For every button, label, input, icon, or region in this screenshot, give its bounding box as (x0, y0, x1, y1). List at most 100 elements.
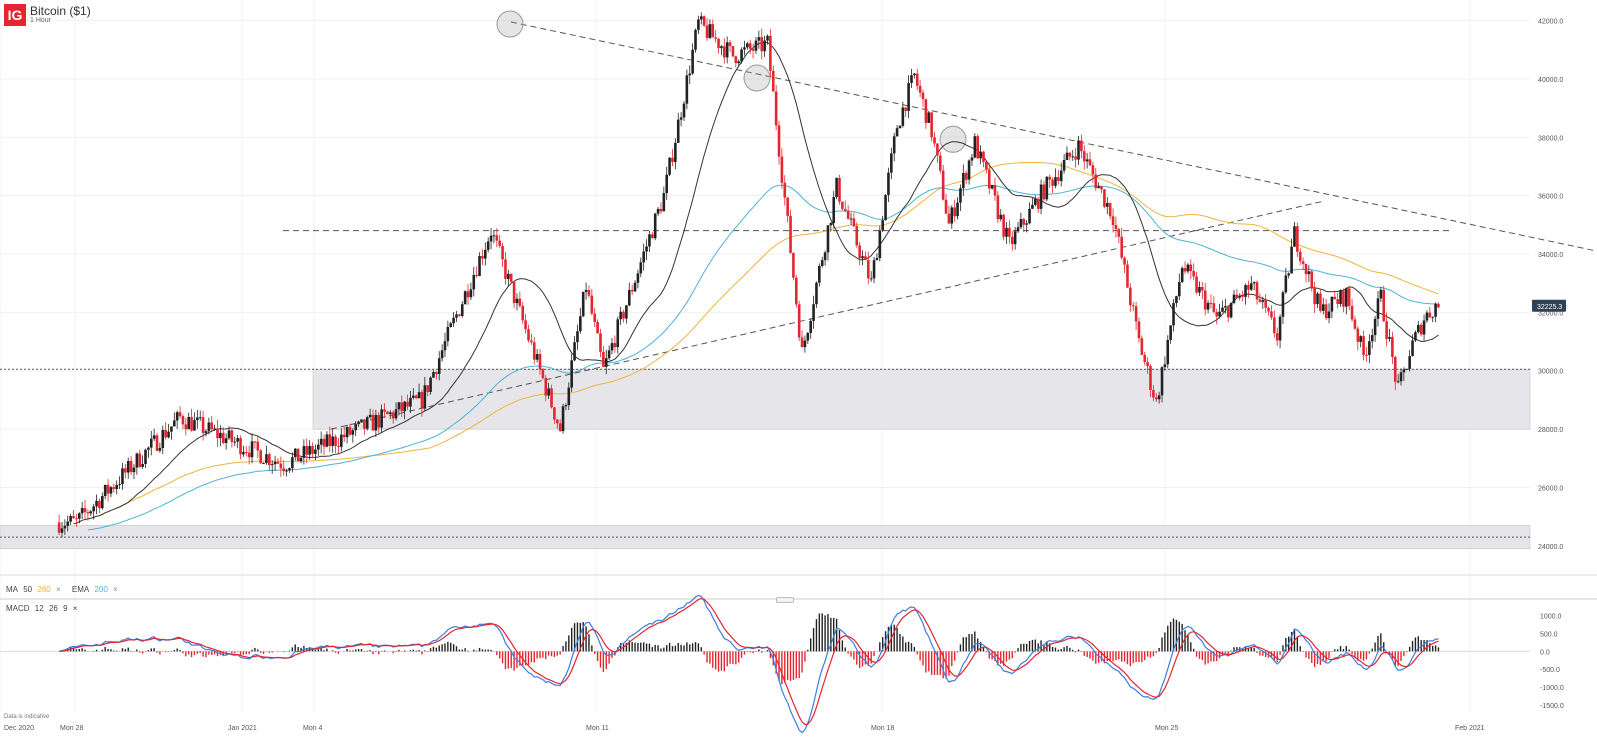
candle-body (659, 208, 663, 212)
ma-period: 50 (23, 585, 33, 594)
candle-body (1080, 140, 1083, 152)
candle-body (550, 388, 553, 408)
candle-body (849, 218, 853, 220)
candle-body (875, 258, 879, 261)
candle-body (285, 470, 288, 472)
candle-body (1316, 293, 1319, 305)
candle-body (679, 117, 683, 120)
candle-body (979, 151, 982, 159)
candle-body (990, 184, 994, 189)
candle-body (944, 199, 948, 214)
candle-body (558, 423, 562, 432)
candle-body (1281, 292, 1285, 317)
remove-macd-icon[interactable]: × (72, 604, 78, 613)
candle-body (288, 468, 291, 471)
candle-body (207, 422, 211, 432)
x-tick-label: Mon 18 (871, 725, 894, 732)
candle-body (941, 170, 945, 200)
indicator-legend: MA 50 260 × EMA 200 × (6, 585, 121, 594)
candle-body (579, 316, 582, 332)
candle-body (515, 298, 519, 304)
candle-body (1414, 332, 1417, 341)
candle-body (291, 457, 294, 469)
candle-body (1177, 282, 1181, 297)
candle-body (196, 417, 199, 421)
candle-body (250, 441, 254, 458)
remove-ma-icon[interactable]: × (55, 585, 61, 594)
candle-body (409, 397, 412, 407)
candle-body (651, 234, 654, 239)
candle-body (1304, 263, 1308, 275)
candle-body (561, 406, 565, 432)
candle-body (622, 311, 625, 319)
candle-body (1333, 296, 1337, 300)
candle-body (627, 289, 631, 306)
candle-body (653, 213, 657, 239)
ma-label: MA (6, 585, 18, 594)
candle-body (1365, 354, 1368, 356)
chart-interval[interactable]: 1 Hour (30, 17, 52, 24)
candle-body (1071, 156, 1075, 158)
candle-body (1175, 296, 1178, 304)
candle-body (63, 525, 67, 529)
candle-body (75, 518, 78, 520)
candle-body (432, 372, 435, 378)
candle-body (541, 369, 545, 379)
candle-body (1353, 319, 1357, 329)
candle-body (619, 311, 622, 320)
panel-resize-handle[interactable] (776, 597, 794, 603)
candle-body (714, 37, 717, 39)
candle-body (124, 468, 127, 473)
candle-body (1434, 303, 1437, 317)
candle-body (866, 259, 870, 279)
candle-body (1077, 140, 1080, 160)
candle-body (1379, 289, 1383, 299)
candle-body (190, 416, 193, 431)
candle-body (414, 395, 418, 399)
macd-line (58, 594, 1439, 734)
candle-body (305, 446, 309, 455)
candle-body (1016, 227, 1020, 232)
macd-panel: 1000.0 500.0 0.0 -500.0 -1000.0 -1500.0 (0, 594, 1564, 734)
candle-body (1183, 268, 1187, 272)
candle-body (103, 484, 107, 497)
candle-body (731, 45, 735, 57)
candle-body (573, 342, 576, 361)
candle-body (118, 484, 121, 486)
remove-ema-icon[interactable]: × (113, 585, 118, 594)
macd-label: MACD (6, 604, 30, 613)
candle-body (1229, 302, 1233, 318)
highlighted-high (939, 125, 967, 153)
candle-body (253, 441, 257, 443)
macd-y-tick-label: -500.0 (1540, 667, 1560, 674)
candle-body (1376, 298, 1380, 319)
candle-body (1100, 186, 1103, 190)
candle-body (247, 452, 251, 458)
candle-body (1002, 214, 1005, 237)
candle-body (455, 314, 458, 318)
highlighted-high (743, 64, 771, 92)
candle-body (495, 235, 499, 241)
candle-body (121, 468, 124, 485)
candle-body (1120, 236, 1123, 258)
candle-body (86, 512, 90, 514)
candle-body (746, 43, 749, 48)
x-tick-label: Mon 11 (586, 725, 609, 732)
y-tick-label: 34000.0 (1538, 252, 1563, 259)
candle-body (132, 467, 136, 473)
candle-body (771, 70, 775, 92)
candle-body (938, 155, 942, 171)
candle-body (1399, 372, 1403, 382)
candle-body (1313, 288, 1316, 305)
candle-body (532, 342, 536, 360)
candle-body (1103, 189, 1106, 207)
candle-body (1368, 341, 1371, 355)
candle-body (676, 119, 680, 143)
candle-body (1028, 208, 1031, 224)
candle-body (1247, 285, 1250, 290)
candle-body (884, 195, 887, 221)
candle-body (1264, 300, 1267, 308)
candle-body (394, 409, 398, 419)
candle-body (1388, 336, 1391, 339)
